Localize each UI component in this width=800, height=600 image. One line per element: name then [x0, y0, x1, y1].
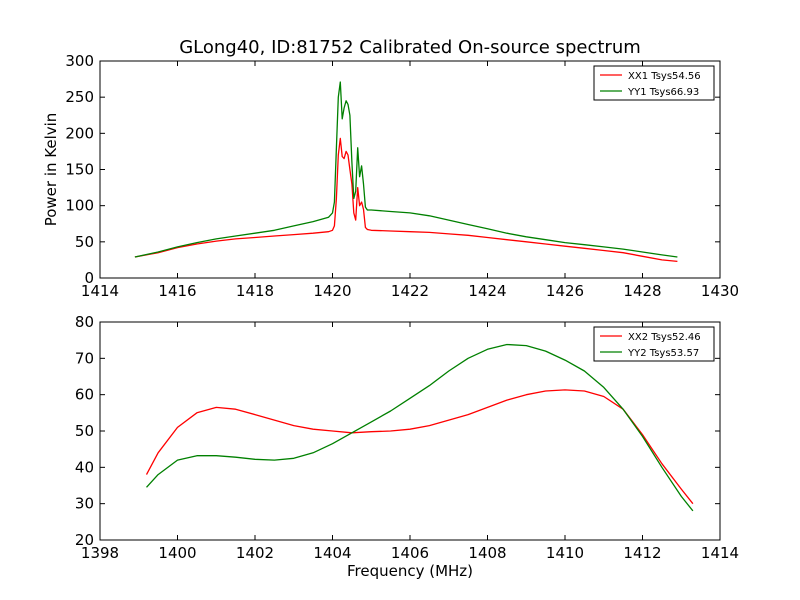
top-legend-box: [593, 65, 715, 101]
bottom-panel: 1398 1400 1402 1404 1406 1408 1410 1412 1414 20 30…: [75, 313, 739, 580]
bottom-ytick-label: 50: [75, 422, 94, 440]
top-xtick-label: 1418: [236, 282, 274, 300]
top-panel-marks: [134, 81, 678, 263]
figure-title: GLong40, ID:81752 Calibrated On-source s…: [179, 37, 641, 58]
top-xtick-label: 1420: [313, 282, 351, 300]
top-panel-legend: XX1 Tsys54.56 YY1 Tsys66.93: [593, 65, 715, 101]
bottom-series-line-2: [146, 343, 694, 512]
bottom-xtick-label: 1414: [701, 544, 739, 562]
top-xtick-label: 1428: [623, 282, 661, 300]
top-ytick-label: 200: [65, 124, 94, 142]
bottom-xtick-label: 1410: [546, 544, 584, 562]
top-xtick-label: 1414: [81, 282, 119, 300]
bottom-ytick-label: 80: [75, 313, 94, 331]
bottom-panel-ticks: 1398 1400 1402 1404 1406 1408 1410 1412 1414 20 30…: [75, 313, 739, 562]
bottom-xtick-label: 1400: [158, 544, 196, 562]
top-legend-label-1: XX1 Tsys54.56: [628, 71, 701, 82]
top-xtick-label: 1426: [546, 282, 584, 300]
top-xtick-label: 1416: [158, 282, 196, 300]
bottom-panel-legend: XX2 Tsys52.46 YY2 Tsys53.57: [593, 326, 715, 362]
bottom-ytick-label: 30: [75, 495, 94, 513]
top-ytick-label: 50: [75, 233, 94, 251]
bottom-legend-label-1: XX2 Tsys52.46: [628, 332, 701, 343]
top-xtick-label: 1424: [468, 282, 506, 300]
top-legend-label-2: YY1 Tsys66.93: [627, 87, 699, 98]
top-series-line-2: [134, 81, 678, 258]
top-xtick-label: 1430: [701, 282, 739, 300]
top-xtick-label: 1422: [391, 282, 429, 300]
top-panel-ylabel: Power in Kelvin: [42, 113, 60, 227]
bottom-panel-marks: [145, 343, 694, 512]
bottom-xtick-label: 1402: [236, 544, 274, 562]
bottom-xtick-label: 1398: [81, 544, 119, 562]
bottom-legend-label-2: YY2 Tsys53.57: [627, 348, 699, 359]
bottom-xtick-label: 1408: [468, 544, 506, 562]
bottom-xtick-label: 1406: [391, 544, 429, 562]
top-ytick-label: 300: [65, 52, 94, 70]
bottom-xtick-label: 1404: [313, 544, 351, 562]
top-ytick-label: 250: [65, 88, 94, 106]
top-series-line-1: [134, 137, 678, 263]
bottom-ytick-label: 70: [75, 349, 94, 367]
top-ytick-label: 100: [65, 197, 94, 215]
bottom-xtick-label: 1412: [623, 544, 661, 562]
bottom-ytick-label: 60: [75, 386, 94, 404]
bottom-series-line-1: [145, 389, 694, 505]
bottom-legend-box: [593, 326, 715, 362]
bottom-ytick-label: 20: [75, 531, 94, 549]
bottom-ytick-label: 40: [75, 458, 94, 476]
top-panel: 1414 1416 1418 1420 1422 1424 1426 1428 1430 0 50 1…: [42, 52, 739, 300]
top-ytick-label: 150: [65, 161, 94, 179]
top-panel-ticks: 1414 1416 1418 1420 1422 1424 1426 1428 1430 0 50 1…: [65, 52, 739, 300]
top-ytick-label: 0: [84, 269, 94, 287]
bottom-panel-xlabel: Frequency (MHz): [347, 562, 473, 580]
